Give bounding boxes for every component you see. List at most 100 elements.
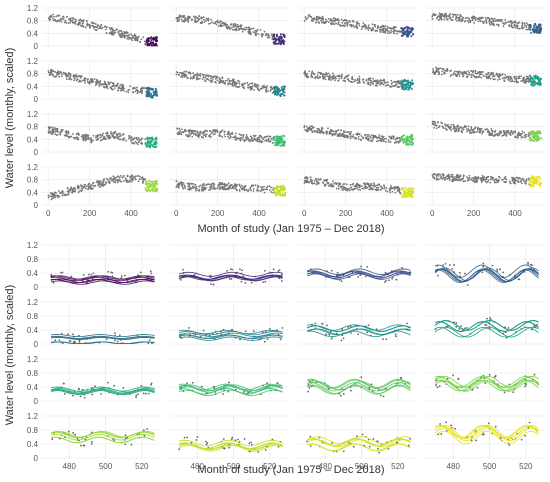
data-point [72, 187, 75, 189]
data-point [437, 15, 440, 17]
highlight-point [282, 85, 285, 88]
data-point [84, 137, 87, 140]
data-point [251, 184, 254, 187]
data-point [52, 70, 55, 73]
data-point [456, 74, 459, 76]
data-point [231, 80, 234, 82]
data-point [515, 75, 517, 78]
data-point [389, 31, 392, 34]
data-point [88, 82, 91, 85]
data-point [456, 13, 459, 16]
data-point [95, 134, 98, 137]
observation-point [262, 281, 265, 284]
highlight-point [409, 190, 412, 193]
data-point [210, 18, 213, 21]
data-point [344, 186, 346, 189]
data-point [86, 134, 89, 137]
data-point [245, 134, 248, 136]
data-point [79, 189, 81, 192]
data-point [126, 37, 129, 40]
highlight-point [149, 42, 152, 45]
data-point [492, 176, 495, 179]
data-point [234, 29, 237, 31]
data-point [110, 87, 113, 90]
data-point [101, 138, 103, 141]
data-point [436, 68, 439, 71]
highlight-point [280, 144, 283, 147]
data-point [112, 177, 115, 180]
data-point [266, 135, 269, 138]
data-point [399, 137, 401, 140]
data-point [242, 138, 245, 141]
data-point [311, 179, 313, 182]
facet-panel: 00.40.81.2 [27, 110, 160, 157]
observation-point [120, 277, 123, 279]
data-point [328, 76, 331, 78]
data-point [310, 129, 313, 131]
data-point [187, 77, 189, 80]
data-point [63, 21, 66, 24]
highlight-point [280, 135, 283, 138]
data-point [245, 139, 248, 141]
data-point [481, 20, 484, 23]
data-point [269, 140, 271, 143]
data-point [116, 28, 118, 31]
data-point [74, 18, 77, 21]
data-point [481, 130, 484, 133]
data-point [118, 86, 120, 89]
data-point [212, 76, 215, 79]
highlight-point [276, 35, 279, 38]
data-point [435, 66, 437, 69]
highlight-point [281, 88, 284, 91]
highlight-point [273, 93, 276, 96]
data-point [204, 184, 206, 187]
data-point [383, 27, 385, 30]
data-point [220, 186, 223, 189]
data-point [488, 132, 491, 135]
data-point [377, 25, 379, 28]
data-point [216, 79, 219, 82]
data-point [212, 22, 215, 25]
data-point [245, 137, 248, 140]
data-point [517, 81, 519, 84]
data-point [362, 22, 365, 25]
data-point [458, 19, 460, 22]
data-point [314, 76, 317, 79]
data-point [134, 90, 137, 93]
data-point [481, 174, 484, 177]
highlight-point [534, 30, 537, 33]
observation-point [210, 283, 212, 285]
data-point [336, 133, 339, 136]
data-point [128, 179, 131, 182]
data-point [61, 18, 64, 21]
data-point [501, 73, 504, 76]
x-tick-label: 400 [508, 209, 522, 218]
data-point [204, 187, 207, 190]
data-point [357, 138, 360, 141]
data-point [488, 20, 490, 23]
data-point [229, 184, 232, 187]
data-point [487, 179, 490, 182]
data-point [214, 187, 217, 190]
data-point [527, 27, 530, 30]
highlight-point [408, 86, 411, 89]
data-point [433, 126, 436, 129]
data-point [214, 21, 217, 23]
highlight-point [401, 187, 404, 190]
data-point [250, 87, 253, 90]
data-point [482, 22, 485, 25]
highlight-point [412, 187, 415, 190]
data-point [181, 20, 184, 23]
data-point [437, 73, 440, 76]
data-point [387, 139, 390, 142]
y-tick-label: 1.2 [27, 163, 39, 172]
data-point [327, 21, 330, 23]
data-point [358, 22, 360, 25]
data-point [484, 128, 487, 131]
data-point [374, 188, 377, 191]
data-point [193, 132, 196, 135]
data-point [217, 185, 220, 187]
data-point [68, 73, 70, 75]
highlight-point [535, 179, 538, 182]
